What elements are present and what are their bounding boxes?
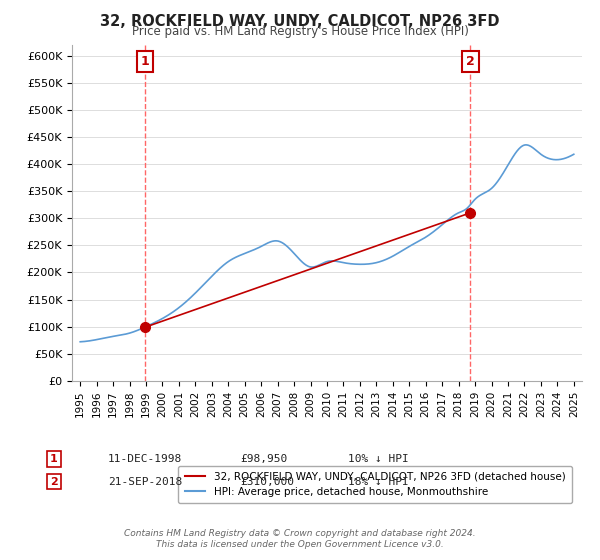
Text: Price paid vs. HM Land Registry's House Price Index (HPI): Price paid vs. HM Land Registry's House …	[131, 25, 469, 38]
Text: 1: 1	[141, 55, 149, 68]
Legend: 32, ROCKFIELD WAY, UNDY, CALDICOT, NP26 3FD (detached house), HPI: Average price: 32, ROCKFIELD WAY, UNDY, CALDICOT, NP26 …	[178, 465, 572, 503]
Text: 1: 1	[50, 454, 58, 464]
Text: £310,000: £310,000	[240, 477, 294, 487]
Text: 18% ↓ HPI: 18% ↓ HPI	[348, 477, 409, 487]
Text: 32, ROCKFIELD WAY, UNDY, CALDICOT, NP26 3FD: 32, ROCKFIELD WAY, UNDY, CALDICOT, NP26 …	[100, 14, 500, 29]
Text: 2: 2	[466, 55, 475, 68]
Text: 21-SEP-2018: 21-SEP-2018	[108, 477, 182, 487]
Text: 10% ↓ HPI: 10% ↓ HPI	[348, 454, 409, 464]
Text: 2: 2	[50, 477, 58, 487]
Text: 11-DEC-1998: 11-DEC-1998	[108, 454, 182, 464]
Text: £98,950: £98,950	[240, 454, 287, 464]
Text: Contains HM Land Registry data © Crown copyright and database right 2024.
This d: Contains HM Land Registry data © Crown c…	[124, 529, 476, 549]
